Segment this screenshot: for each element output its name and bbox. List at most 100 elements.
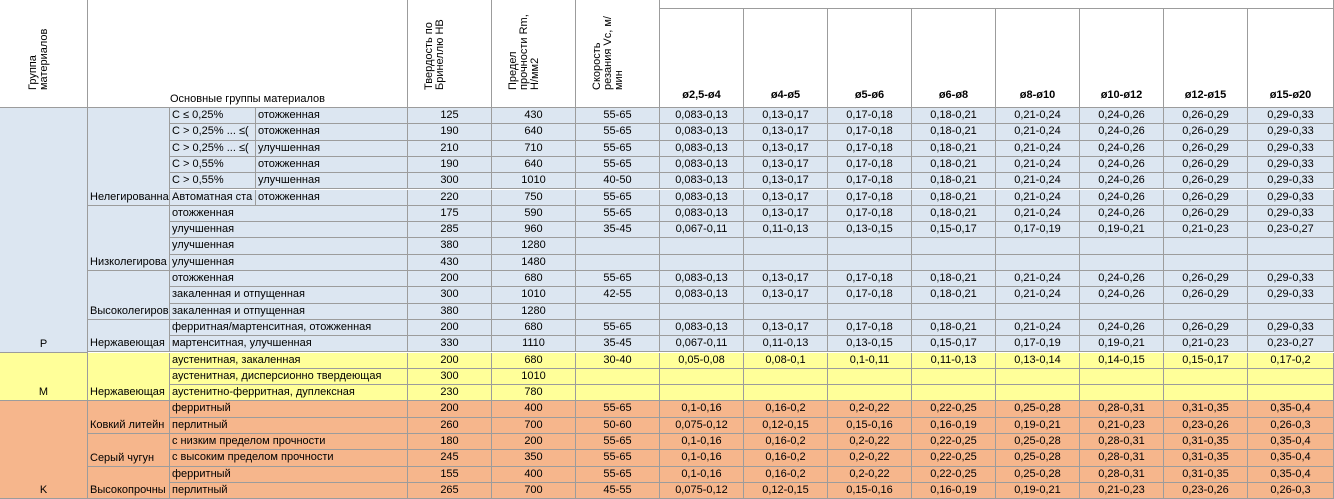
strength-cell: 710 <box>492 140 576 157</box>
feed-cell: 0,21-0,23 <box>1080 417 1164 434</box>
feed-cell: 0,1-0,16 <box>660 401 744 418</box>
feed-cell <box>912 254 996 271</box>
feed-cell: 0,26-0,29 <box>1164 205 1248 223</box>
feed-cell: 0,11-0,13 <box>744 222 828 239</box>
feed-cell: 0,24-0,26 <box>1080 108 1164 125</box>
strength-cell: 430 <box>492 108 576 125</box>
feed-cell: 0,24-0,26 <box>1080 205 1164 223</box>
material-cell: Низколегирова <box>88 205 170 271</box>
feed-cell: 0,17-0,2 <box>1248 352 1334 369</box>
header-text: Предел прочности Rm, Н/мм2 <box>507 14 541 90</box>
feed-cell: 0,19-0,21 <box>996 482 1080 499</box>
feed-cell: 0,13-0,17 <box>744 287 828 304</box>
carbon-cell: C > 0,25% ... ≤( <box>170 140 256 157</box>
speed-cell <box>576 368 660 386</box>
condition-cell: перлитный <box>170 482 408 499</box>
feed-cell: 0,25-0,28 <box>996 401 1080 418</box>
strength-cell: 590 <box>492 205 576 223</box>
feed-cell: 0,2-0,22 <box>828 401 912 418</box>
feed-cell <box>1164 385 1248 402</box>
feed-cell <box>996 254 1080 271</box>
feed-cell: 0,17-0,18 <box>828 156 912 174</box>
condition-cell: мартенситная, улучшенная <box>170 336 408 353</box>
feed-cell: 0,083-0,13 <box>660 140 744 157</box>
feed-cell <box>660 238 744 255</box>
feed-cell <box>660 368 744 386</box>
feed-cell: 0,11-0,13 <box>744 336 828 353</box>
feed-cell <box>660 385 744 402</box>
speed-cell <box>576 385 660 402</box>
feed-cell: 0,29-0,33 <box>1248 108 1334 125</box>
feed-cell: 0,2-0,22 <box>828 466 912 483</box>
feed-cell: 0,24-0,26 <box>1080 319 1164 337</box>
feed-cell: 0,17-0,18 <box>828 140 912 157</box>
material-cell: Нержавеющая <box>88 319 170 353</box>
feed-cell <box>1248 303 1334 320</box>
feed-cell: 0,16-0,2 <box>744 450 828 467</box>
hardness-cell: 190 <box>408 156 492 174</box>
condition-cell: закаленная и отпущенная <box>170 303 408 320</box>
feed-cell: 0,05-0,08 <box>660 352 744 369</box>
header-cell: Скорость резания Vc, м/мин <box>576 0 660 108</box>
strength-cell: 1110 <box>492 336 576 353</box>
strength-cell: 680 <box>492 352 576 369</box>
condition-cell: ферритная/мартенситная, отожженная <box>170 319 408 337</box>
feed-cell: 0,31-0,35 <box>1164 450 1248 467</box>
speed-cell: 55-65 <box>576 271 660 288</box>
feed-cell: 0,26-0,29 <box>1164 156 1248 174</box>
feed-cell <box>828 368 912 386</box>
feed-cell: 0,08-0,1 <box>744 352 828 369</box>
feed-cell: 0,25-0,28 <box>996 450 1080 467</box>
feed-cell: 0,18-0,21 <box>912 140 996 157</box>
condition-cell: отожженная <box>256 108 408 125</box>
feed-cell: 0,29-0,33 <box>1248 287 1334 304</box>
feed-cell: 0,18-0,21 <box>912 124 996 141</box>
feed-cell: 0,29-0,33 <box>1248 156 1334 174</box>
feed-cell: 0,22-0,25 <box>912 434 996 451</box>
feed-cell: 0,19-0,21 <box>1080 336 1164 353</box>
condition-cell: улучшенная <box>256 140 408 157</box>
feed-cell <box>1248 385 1334 402</box>
speed-cell: 35-45 <box>576 336 660 353</box>
header-cell: Предел прочности Rm, Н/мм2 <box>492 0 576 108</box>
feed-cell: 0,17-0,19 <box>996 336 1080 353</box>
feed-cell: 0,26-0,29 <box>1164 108 1248 125</box>
feed-cell: 0,21-0,24 <box>996 271 1080 288</box>
diameter-header: ø5-ø6 <box>828 9 912 108</box>
hardness-cell: 190 <box>408 124 492 141</box>
feed-cell <box>996 238 1080 255</box>
group-cell: P <box>0 108 88 353</box>
feed-cell: 0,18-0,21 <box>912 189 996 206</box>
hardness-cell: 300 <box>408 287 492 304</box>
feed-cell <box>828 303 912 320</box>
feed-cell: 0,18-0,21 <box>912 173 996 190</box>
feed-cell: 0,22-0,25 <box>912 401 996 418</box>
feed-cell: 0,21-0,24 <box>996 108 1080 125</box>
feed-cell <box>1164 254 1248 271</box>
feed-cell: 0,35-0,4 <box>1248 434 1334 451</box>
feed-cell: 0,16-0,19 <box>912 417 996 434</box>
feed-cell: 0,17-0,18 <box>828 319 912 337</box>
feed-cell: 0,13-0,15 <box>828 336 912 353</box>
feed-cell <box>1164 238 1248 255</box>
diameter-header: ø6-ø8 <box>912 9 996 108</box>
feed-cell: 0,1-0,11 <box>828 352 912 369</box>
feed-cell: 0,26-0,3 <box>1248 482 1334 499</box>
hardness-cell: 200 <box>408 319 492 337</box>
hardness-cell: 220 <box>408 189 492 206</box>
feed-cell <box>1248 254 1334 271</box>
feed-cell <box>744 238 828 255</box>
feed-cell <box>744 303 828 320</box>
speed-cell <box>576 238 660 255</box>
hardness-cell: 300 <box>408 173 492 190</box>
feed-cell <box>828 385 912 402</box>
feed-cell: 0,13-0,17 <box>744 124 828 141</box>
feed-cell: 0,083-0,13 <box>660 287 744 304</box>
speed-cell: 55-65 <box>576 140 660 157</box>
feed-cell: 0,35-0,4 <box>1248 401 1334 418</box>
carbon-cell: Автоматная ста <box>170 189 256 206</box>
feed-cell <box>996 368 1080 386</box>
feed-cell: 0,17-0,18 <box>828 189 912 206</box>
condition-cell: перлитный <box>170 417 408 434</box>
condition-cell: улучшенная <box>256 173 408 190</box>
